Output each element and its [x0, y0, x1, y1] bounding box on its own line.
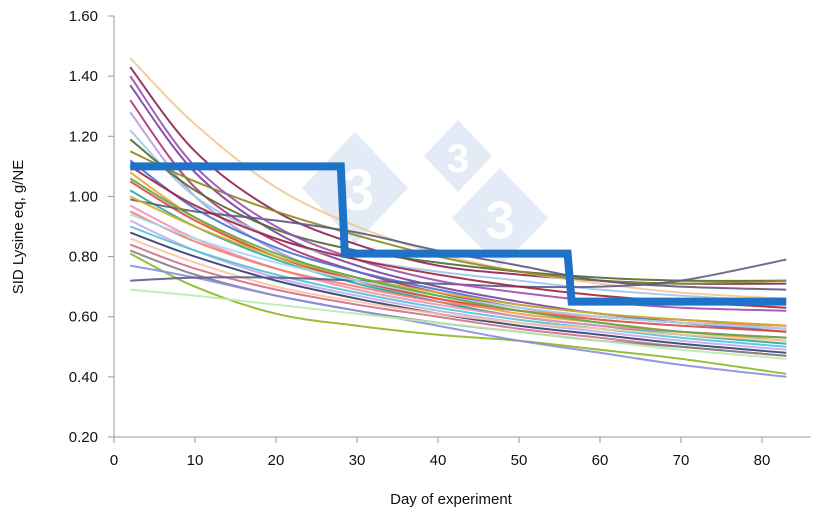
series-line-23 — [130, 264, 787, 378]
series-line-26 — [129, 75, 787, 312]
series-line-11 — [129, 180, 787, 333]
x-tick-label: 20 — [268, 452, 285, 469]
y-tick-label: 1.20 — [69, 128, 98, 145]
series-line-17 — [129, 225, 787, 348]
x-tick-label: 0 — [110, 452, 118, 469]
y-tick-label: 0.80 — [69, 249, 98, 266]
x-tick-label: 60 — [592, 452, 609, 469]
x-tick-label: 40 — [430, 452, 447, 469]
series-line-6 — [129, 129, 787, 303]
y-tick-label: 1.40 — [69, 68, 98, 85]
x-tick-label: 70 — [673, 452, 690, 469]
series-line-24 — [130, 258, 787, 289]
series-line-28 — [129, 195, 787, 327]
axes: 0 10 20 30 40 50 60 70 80 0.20 0.40 0.60 0.80 1.00 1.2… — [69, 8, 811, 469]
y-tick-label: 0.60 — [69, 309, 98, 326]
x-tick-label: 50 — [511, 452, 528, 469]
watermark-logo: 3 3 3 — [302, 120, 548, 268]
y-axis-title: SID Lysine eq, g/NE — [10, 160, 27, 295]
curves — [129, 57, 787, 378]
svg-text:3: 3 — [342, 158, 374, 223]
x-axis-title: Day of experiment — [390, 491, 513, 508]
series-line-7 — [129, 138, 787, 282]
svg-text:3: 3 — [486, 192, 515, 250]
series-line-19 — [129, 237, 787, 342]
x-tick-label: 30 — [349, 452, 366, 469]
series-line-25 — [130, 288, 787, 360]
y-tick-label: 0.40 — [69, 369, 98, 386]
svg-text:3: 3 — [447, 137, 469, 181]
y-tick-label: 1.60 — [69, 8, 98, 25]
recommendation-step-line — [130, 162, 787, 306]
y-tick-label: 1.00 — [69, 188, 98, 205]
step-line-group — [130, 162, 787, 306]
series-line-16 — [129, 219, 787, 351]
series-line-30 — [129, 177, 787, 339]
x-tick-label: 80 — [754, 452, 771, 469]
y-tick-label: 0.20 — [69, 429, 98, 446]
x-tick-label: 10 — [187, 452, 204, 469]
